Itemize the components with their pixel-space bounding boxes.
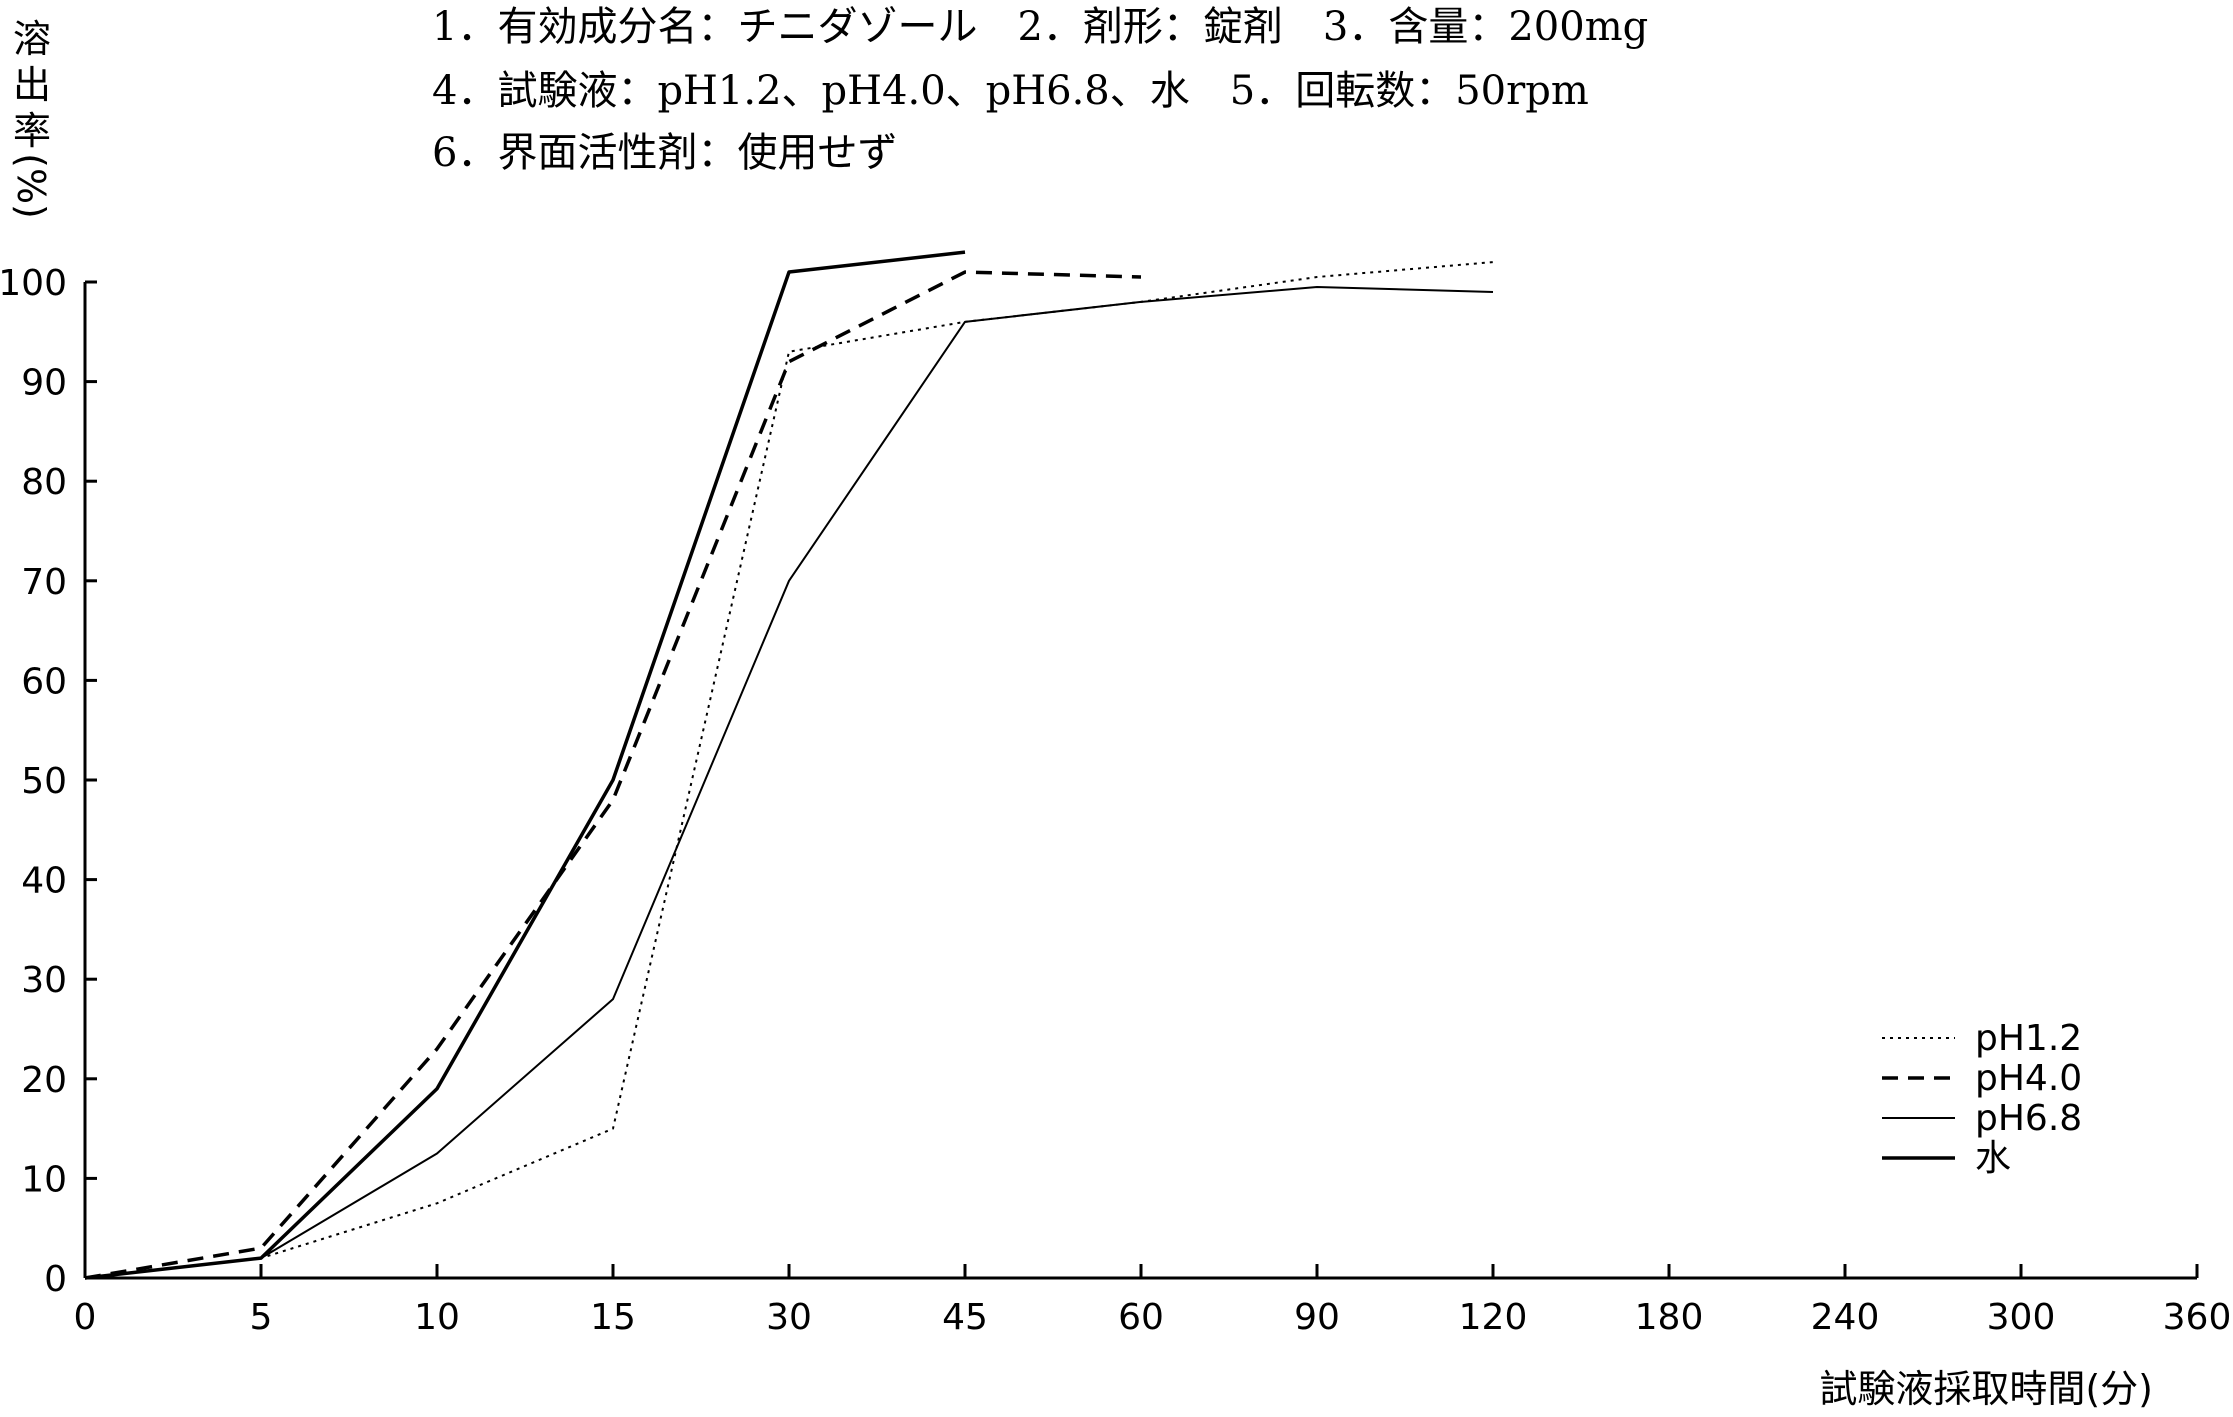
x-tick-label: 30 xyxy=(766,1297,812,1338)
legend-label-0: pH1.2 xyxy=(1975,1018,2082,1059)
x-tick-label: 360 xyxy=(2163,1297,2232,1338)
x-tick-label: 240 xyxy=(1811,1297,1880,1338)
y-tick-label: 20 xyxy=(21,1060,67,1101)
legend-label-3: 水 xyxy=(1975,1138,2011,1179)
x-tick-label: 45 xyxy=(942,1297,988,1338)
series-lines xyxy=(84,250,1494,1280)
test-conditions-header: 1．有効成分名：チニダゾール 2．剤形：錠剤 3．含量：200mg 4．試験液：… xyxy=(432,4,1648,176)
y-tick-label: 50 xyxy=(21,761,67,802)
x-tick-label: 10 xyxy=(414,1297,460,1338)
series-line-0 xyxy=(84,261,1494,1279)
series-line-2 xyxy=(84,285,1494,1279)
y-tick-label: 100 xyxy=(0,263,67,304)
x-tick-label: 300 xyxy=(1987,1297,2056,1338)
y-axis-label: 溶出率(%) xyxy=(9,17,53,219)
y-tick-label: 80 xyxy=(21,462,67,503)
y-axis-ticks: 0 10 20 30 40 50 60 70 80 90 100 xyxy=(0,263,97,1300)
series-line-3 xyxy=(84,250,966,1280)
conditions-line-3: 6．界面活性剤：使用せず xyxy=(432,130,897,176)
x-tick-label: 120 xyxy=(1459,1297,1528,1338)
x-axis-label: 試験液採取時間(分) xyxy=(1819,1367,2153,1411)
x-tick-label: 15 xyxy=(590,1297,636,1338)
y-axis-label-char: 率 xyxy=(13,109,51,153)
axes xyxy=(83,282,2197,1280)
conditions-line-1: 1．有効成分名：チニダゾール 2．剤形：錠剤 3．含量：200mg xyxy=(432,4,1648,50)
y-tick-label: 60 xyxy=(21,661,67,702)
x-tick-label: 5 xyxy=(250,1297,273,1338)
y-axis-label-char: 出 xyxy=(13,63,51,107)
x-tick-label: 180 xyxy=(1635,1297,1704,1338)
x-tick-label: 60 xyxy=(1118,1297,1164,1338)
x-tick-label: 0 xyxy=(74,1297,97,1338)
y-tick-label: 10 xyxy=(21,1159,67,1200)
legend-label-2: pH6.8 xyxy=(1975,1098,2082,1139)
y-tick-label: 70 xyxy=(21,562,67,603)
y-tick-label: 90 xyxy=(21,363,67,404)
conditions-line-2: 4．試験液：pH1.2、pH4.0、pH6.8、水 5．回転数：50rpm xyxy=(432,68,1589,114)
y-tick-label: 0 xyxy=(44,1259,67,1300)
x-tick-label: 90 xyxy=(1294,1297,1340,1338)
legend-label-1: pH4.0 xyxy=(1975,1058,2082,1099)
y-axis-label-char: (%) xyxy=(9,153,53,219)
y-tick-label: 30 xyxy=(21,960,67,1001)
x-axis-ticks: 0 5 10 15 30 45 60 90 120 180 240 300 360 xyxy=(74,1264,2232,1338)
y-axis-label-char: 溶 xyxy=(13,17,51,61)
y-tick-label: 40 xyxy=(21,861,67,902)
series-line-1 xyxy=(84,270,1142,1280)
